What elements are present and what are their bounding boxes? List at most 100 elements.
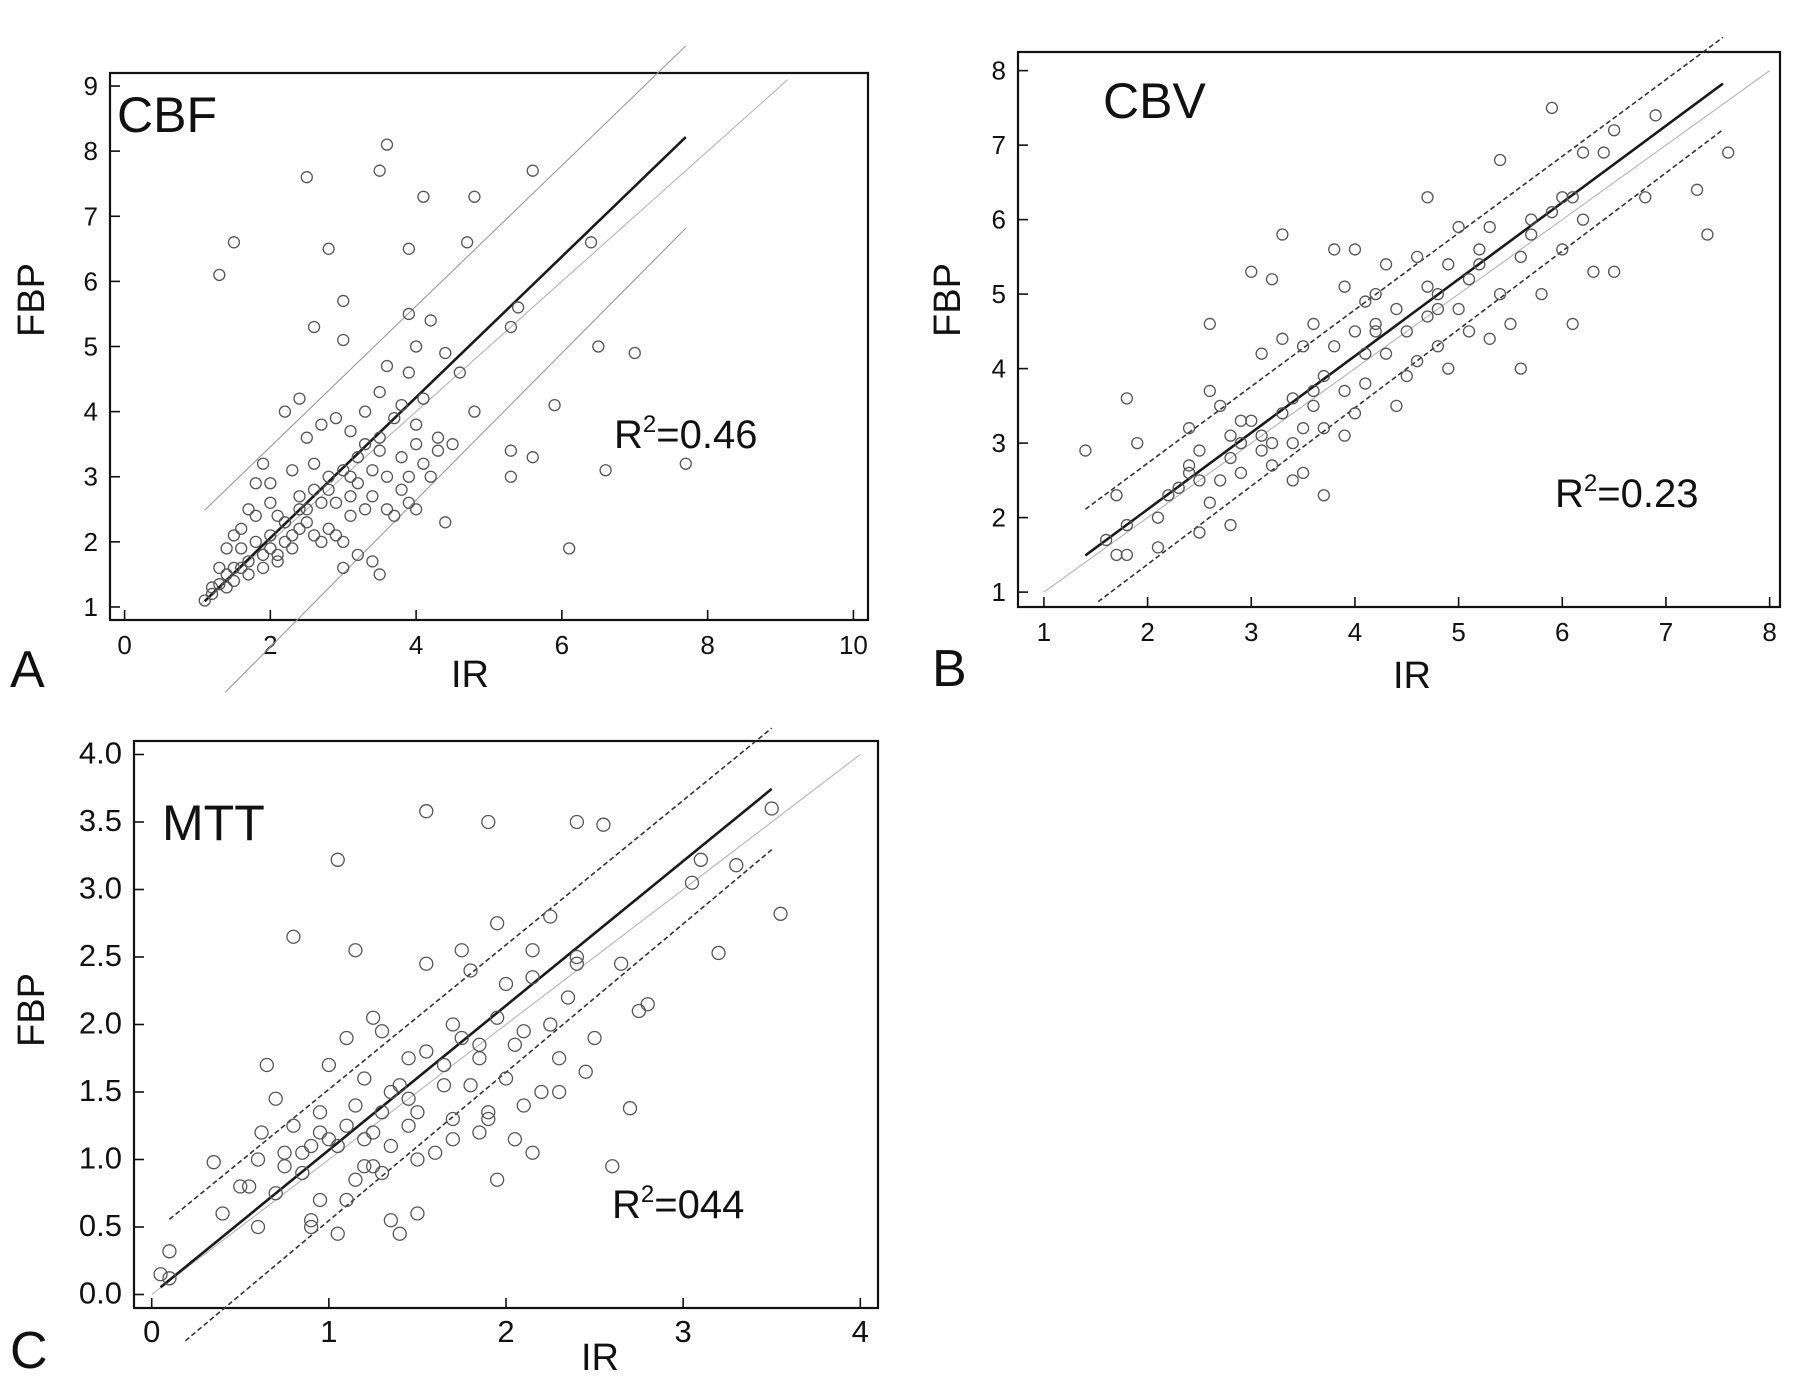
- panel-b-letter: B: [932, 640, 967, 698]
- panel-a-data-point: [358, 503, 372, 516]
- panel-a-y-tick-label: 3: [84, 462, 98, 492]
- panel-b-data-point: [1193, 474, 1206, 487]
- panel-c-data-point: [543, 1017, 558, 1032]
- panel-b-data-point: [1400, 325, 1413, 338]
- panel-c-data-point: [383, 1138, 399, 1154]
- panel-c-data-point: [693, 852, 709, 867]
- panel-a-data-point: [395, 483, 408, 496]
- panel-c-data-point: [303, 1213, 319, 1228]
- panel-c-data-point: [321, 1057, 337, 1073]
- panel-b-lower-band-line: [1097, 129, 1724, 603]
- panel-b-data-point: [1317, 369, 1330, 383]
- panel-a-data-point: [409, 418, 423, 431]
- panel-b-data-point: [1379, 347, 1393, 360]
- panel-c-x-tick-label: 2: [497, 1314, 514, 1349]
- panel-b-data-point: [1379, 258, 1393, 271]
- panel-a-data-point: [504, 470, 518, 483]
- panel-c-data-point: [551, 1051, 567, 1066]
- panel-b-data-point: [1338, 384, 1351, 398]
- panel-a-r-squared: R2=0.46: [614, 411, 757, 457]
- panel-a-data-point: [402, 470, 415, 483]
- panel-c-data-point: [268, 1091, 283, 1106]
- panel-c-data-point: [569, 814, 585, 830]
- panel-c-data-point: [729, 858, 744, 873]
- panel-b-data-point: [1576, 213, 1590, 226]
- panel-a-data-point: [242, 503, 255, 516]
- panel-b-data-point: [1483, 220, 1496, 234]
- panel-c-data-point: [303, 1138, 319, 1154]
- panel-b-y-tick-label: 2: [992, 503, 1006, 533]
- panel-b-data-point: [1359, 295, 1372, 308]
- panel-a-data-point: [264, 477, 277, 490]
- panel-c-r-squared-value: =044: [654, 1183, 744, 1227]
- panel-b-data-point: [1099, 533, 1113, 547]
- panel-a-data-point: [373, 568, 386, 581]
- panel-c-data-point: [410, 1105, 425, 1120]
- panel-c-data-point: [543, 909, 558, 924]
- panel-a-data-point: [264, 529, 277, 542]
- panel-b-data-point: [1328, 243, 1341, 256]
- panel-b-data-point: [1338, 280, 1351, 293]
- panel-a-data-point: [329, 411, 343, 425]
- panel-c-y-tick-label: 1.5: [79, 1073, 122, 1108]
- panel-c-data-point: [357, 1159, 372, 1174]
- panel-c-data-point: [534, 1084, 549, 1100]
- panel-c-data-point: [330, 1226, 345, 1241]
- panel-b-y-tick-label: 5: [992, 279, 1006, 309]
- panel-b-data-point: [1110, 548, 1123, 562]
- panel-b-data-point: [1556, 243, 1569, 256]
- panel-b-x-tick-label: 7: [1659, 617, 1673, 647]
- panel-a-regression-lines: [200, 45, 789, 693]
- panel-b-data-point: [1462, 325, 1476, 338]
- panel-b-data-point: [1566, 317, 1579, 331]
- panel-a-data-point: [409, 503, 423, 516]
- panel-b-regression-lines: [1043, 36, 1770, 603]
- panel-b-data-point: [1369, 317, 1382, 331]
- panel-a-x-tick-label: 0: [117, 630, 131, 660]
- panel-b-data-point: [1369, 287, 1382, 301]
- panel-a-data-point: [402, 242, 415, 255]
- panel-c-data-point: [596, 817, 611, 832]
- panel-b-y-tick-label: 6: [992, 205, 1006, 235]
- panel-b-data-point: [1151, 541, 1165, 554]
- panel-b-data-point: [1317, 489, 1330, 502]
- panel-b-data-point: [1649, 109, 1662, 122]
- panel-c-data-point: [605, 1159, 620, 1174]
- panel-a-data-point: [227, 561, 241, 575]
- panel-a-data-point: [205, 587, 219, 601]
- panel-b-data-point: [1120, 548, 1134, 562]
- panel-c-y-tick-label: 3.5: [79, 803, 122, 838]
- panel-b-data-point: [1525, 213, 1538, 226]
- panel-c-y-tick-label: 2.0: [79, 1006, 122, 1041]
- panel-b-data-point: [1214, 399, 1227, 413]
- panel-b-data-point: [1369, 325, 1382, 338]
- panel-b-data-point: [1172, 481, 1185, 494]
- panel-c-axis-ticks: 0 1 2 3 4 0.0 0.5 1.0 1.5 2.0 2.5 3.0 3.5 4.0: [79, 736, 869, 1350]
- panel-c-y-tick-label: 3.0: [79, 871, 122, 906]
- panel-b-data-point: [1317, 422, 1330, 435]
- panel-c-data-point: [587, 1030, 602, 1046]
- panel-a-data-point: [213, 268, 226, 282]
- panel-c-data-point: [613, 956, 629, 971]
- panel-b-data-point: [1079, 444, 1092, 457]
- panel-b-data-point: [1265, 459, 1279, 472]
- panel-b-data-point: [1348, 325, 1362, 338]
- panel-a-upper-band-line: [204, 45, 687, 511]
- panel-c-data-point: [392, 1078, 407, 1093]
- panel-b-cbv: 1 2 3 4 5 6 7 8 1 2 3 4 5 6 7 8 CBV R2=0.23 FBP IR B: [927, 36, 1782, 698]
- panel-c-y-tick-label: 4.0: [79, 736, 122, 771]
- panel-c-data-point: [569, 956, 585, 971]
- panel-a-data-point: [380, 503, 394, 516]
- panel-b-data-point: [1348, 243, 1362, 256]
- panel-a-data-point: [337, 535, 350, 549]
- panel-a-data-point: [351, 548, 364, 562]
- panel-a-data-point: [322, 242, 335, 255]
- panel-a-data-point: [256, 457, 270, 470]
- panel-c-data-point: [312, 1105, 328, 1120]
- panel-c-title: MTT: [162, 795, 265, 851]
- panel-c-data-point: [640, 997, 655, 1012]
- panel-b-data-point: [1566, 191, 1579, 204]
- panel-a-data-point: [468, 405, 481, 418]
- panel-a-data-point: [213, 578, 226, 591]
